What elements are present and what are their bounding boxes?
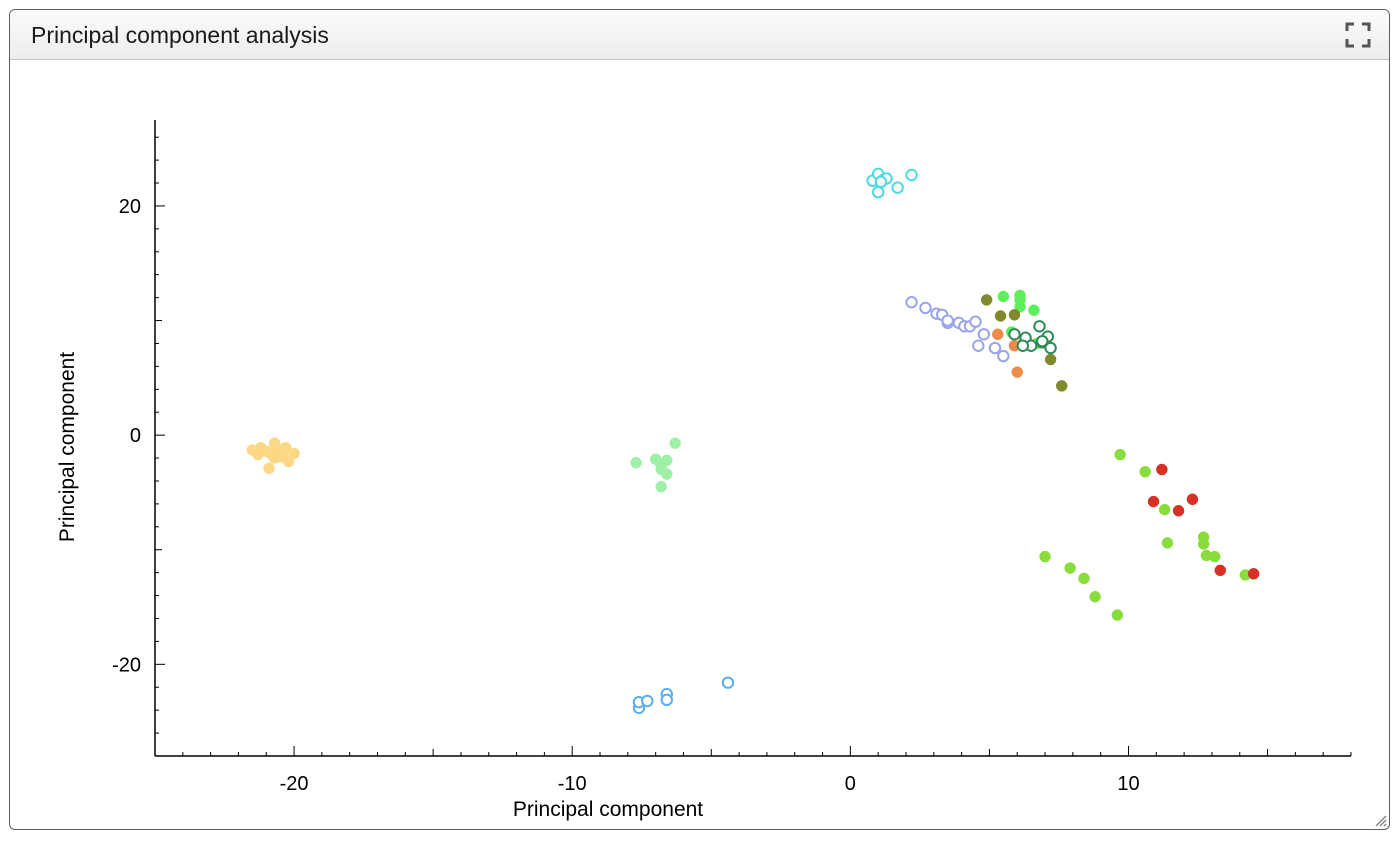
data-point <box>1247 568 1260 580</box>
data-point <box>1016 339 1029 352</box>
data-point <box>1011 366 1023 378</box>
data-point <box>1156 463 1168 476</box>
scatter-chart: -20 -10 0 10 20 0 -20 Principal component Princi… <box>56 120 1352 821</box>
data-point <box>279 441 292 454</box>
data-point <box>997 290 1010 303</box>
data-point <box>1008 309 1021 321</box>
resize-grip-glyph <box>1375 815 1387 827</box>
x-tick-label: 10 <box>1117 773 1139 795</box>
data-point <box>1147 495 1160 508</box>
data-point <box>919 301 932 315</box>
data-point <box>972 339 985 352</box>
data-point <box>977 328 991 341</box>
data-point <box>905 296 918 309</box>
data-point <box>1039 550 1051 563</box>
data-point <box>630 456 642 469</box>
panel-title: Principal component analysis <box>31 22 329 48</box>
data-point <box>992 328 1004 341</box>
data-point <box>891 181 904 194</box>
data-point <box>1014 301 1026 313</box>
data-point <box>1139 466 1151 478</box>
data-point <box>969 315 982 328</box>
fullscreen-icon-glyph <box>1345 22 1371 48</box>
data-point <box>1064 562 1076 574</box>
data-point <box>980 294 993 306</box>
data-point <box>1089 590 1101 603</box>
data-point <box>994 310 1007 322</box>
data-point <box>1055 380 1068 392</box>
data-point <box>1044 341 1057 355</box>
data-point <box>871 185 885 199</box>
x-tick-label: 0 <box>845 773 856 795</box>
resize-grip-icon[interactable] <box>1373 813 1387 827</box>
data-point <box>874 175 888 189</box>
y-axis-title: Principal component <box>56 352 79 542</box>
data-point <box>661 454 673 467</box>
data-point <box>282 455 295 468</box>
fullscreen-icon[interactable] <box>1345 22 1371 48</box>
y-tick-label: -20 <box>112 654 141 676</box>
x-tick-label: -20 <box>280 773 309 795</box>
data-point <box>941 314 954 327</box>
data-point <box>1036 334 1049 348</box>
data-point <box>263 462 275 475</box>
data-point <box>1033 320 1046 333</box>
data-point <box>1028 304 1040 316</box>
data-point <box>288 447 300 460</box>
data-point <box>1158 503 1171 516</box>
data-point <box>1197 538 1210 550</box>
panel-header: Principal component analysis <box>10 10 1389 60</box>
data-point <box>1044 353 1057 366</box>
data-point <box>655 463 667 476</box>
data-point <box>660 693 673 707</box>
data-point <box>669 437 681 449</box>
data-point <box>988 341 1002 355</box>
data-point <box>1111 609 1124 621</box>
data-point <box>1161 537 1174 549</box>
y-tick-label: 20 <box>119 196 141 218</box>
data-point <box>1208 550 1221 563</box>
data-point <box>905 168 918 182</box>
data-point <box>1214 564 1227 577</box>
pca-panel: Principal component analysis -20 -10 0 10 20… <box>9 9 1390 830</box>
y-tick-label: 0 <box>130 425 141 447</box>
data-point <box>1186 493 1199 506</box>
data-point <box>655 480 667 493</box>
data-point <box>997 349 1010 363</box>
data-point <box>641 694 654 708</box>
data-point <box>1078 572 1090 585</box>
data-point <box>721 676 735 689</box>
data-point <box>1172 505 1185 517</box>
x-axis-title: Principal component <box>513 798 703 821</box>
data-point <box>268 452 281 464</box>
data-point <box>1114 448 1126 461</box>
data-point <box>1008 328 1021 341</box>
x-tick-label: -10 <box>558 773 587 795</box>
